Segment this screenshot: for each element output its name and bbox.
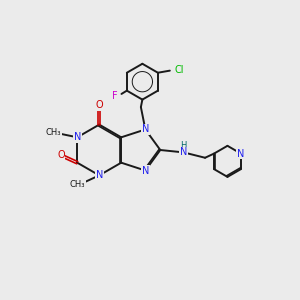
Text: CH₃: CH₃	[70, 180, 85, 189]
Text: N: N	[95, 170, 103, 180]
Text: Cl: Cl	[174, 65, 184, 75]
Text: N: N	[142, 124, 149, 134]
Text: O: O	[57, 150, 64, 160]
Text: N: N	[142, 166, 149, 176]
Text: N: N	[237, 148, 244, 159]
Text: H: H	[180, 141, 187, 150]
Text: O: O	[95, 100, 103, 110]
Text: CH₃: CH₃	[46, 128, 61, 137]
Text: N: N	[180, 147, 187, 158]
Text: F: F	[112, 91, 118, 101]
Text: N: N	[74, 132, 81, 142]
